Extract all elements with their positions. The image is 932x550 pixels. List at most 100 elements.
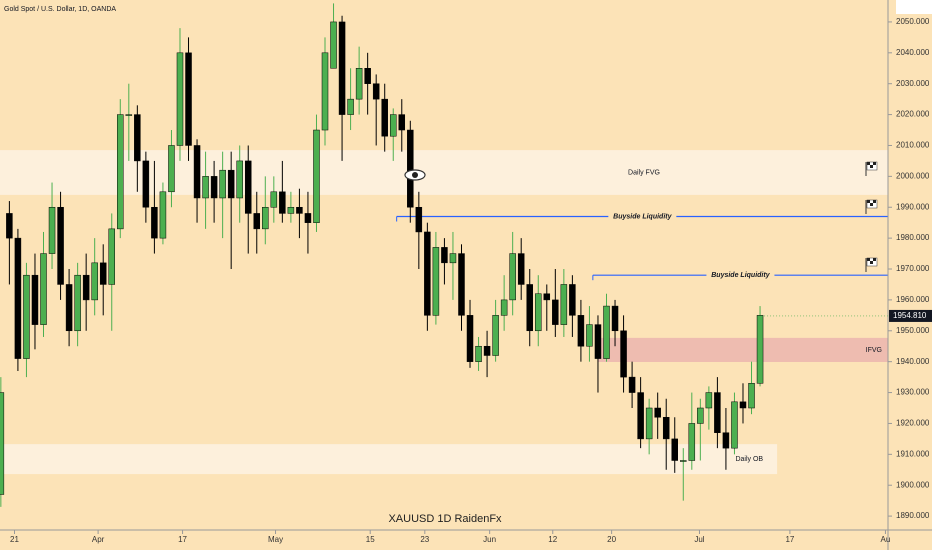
candle-body [6, 213, 13, 239]
liquidity-label-bg [706, 270, 775, 281]
candle-body [40, 253, 47, 325]
x-tick-label: 17 [178, 535, 187, 544]
candle-body [603, 305, 610, 359]
candle-body [398, 114, 406, 131]
candle-body [193, 145, 201, 199]
y-tick-label: 1930.000 [896, 388, 930, 397]
candle-body [381, 98, 388, 137]
axis-corner [896, 0, 932, 14]
candle-body [714, 392, 721, 433]
candle-body [594, 324, 602, 359]
candle-body [338, 21, 346, 115]
candle-body [483, 345, 491, 356]
liquidity-label-bg [608, 211, 677, 222]
candle-body [125, 114, 133, 116]
candle-body [637, 392, 644, 440]
x-tick-label: Au [881, 535, 891, 544]
y-tick-label: 1900.000 [896, 480, 930, 489]
candle-body [244, 160, 252, 214]
x-tick-label: Jul [694, 535, 704, 544]
y-tick-label: 2030.000 [896, 79, 930, 88]
candle-body [688, 423, 696, 461]
candle-body [654, 407, 661, 418]
x-tick-label: 12 [548, 535, 557, 544]
candle-body [407, 129, 414, 208]
candle-body [680, 460, 687, 462]
zone-label: Daily FVG [628, 169, 660, 176]
y-tick-label: 2040.000 [896, 48, 930, 57]
candle-body [662, 417, 670, 440]
x-tick-label: 20 [607, 535, 616, 544]
y-tick-label: 1940.000 [896, 357, 930, 366]
candle-body [355, 68, 363, 100]
candle-body [270, 191, 278, 208]
flag-icon [865, 257, 878, 272]
zone-label: IFVG [866, 347, 882, 354]
chart-title: Gold Spot / U.S. Dollar, 1D, OANDA [4, 6, 116, 13]
candle-body [509, 253, 516, 301]
candle-body [432, 247, 440, 316]
candle-body [279, 191, 286, 214]
candle-body [449, 253, 457, 264]
flag-icon [865, 199, 878, 214]
candle-body [389, 114, 397, 137]
y-tick-label: 2020.000 [896, 110, 930, 119]
y-tick-label: 1910.000 [896, 449, 930, 458]
candle-body [645, 407, 653, 440]
y-tick-label: 1980.000 [896, 233, 930, 242]
candle-body [0, 392, 5, 495]
candle-body [739, 401, 747, 409]
candle-body [569, 284, 576, 316]
zone [0, 444, 778, 475]
y-tick-label: 1960.000 [896, 295, 930, 304]
x-tick-label: 17 [785, 535, 794, 544]
candle-body [475, 345, 482, 362]
candle-body [492, 315, 499, 356]
candle-body [347, 98, 354, 115]
liquidity-label: Buyside Liquidity [613, 213, 672, 220]
candle-body [517, 253, 525, 285]
y-tick-label: 2050.000 [896, 17, 930, 26]
candle-body [372, 83, 380, 100]
candle-body [313, 129, 320, 223]
watermark: XAUUSD 1D RaidenFx [388, 513, 502, 525]
candle-body [697, 407, 704, 424]
candle-body [756, 315, 764, 384]
zone [597, 337, 888, 362]
candle-body [424, 231, 431, 316]
y-tick-label: 1890.000 [896, 511, 930, 520]
y-tick-label: 1970.000 [896, 264, 930, 273]
candle-body [722, 432, 730, 449]
last-price-label: 1954.810 [893, 311, 927, 320]
candle-body [91, 262, 98, 301]
candle-body [304, 213, 312, 223]
candle-body [82, 274, 90, 301]
candle-body [552, 299, 559, 325]
candle-body [57, 206, 64, 285]
y-tick-label: 2010.000 [896, 141, 930, 150]
candle-body [671, 438, 678, 461]
y-tick-label: 1920.000 [896, 419, 930, 428]
liquidity-label: Buyside Liquidity [711, 272, 770, 279]
candle-body [236, 160, 243, 199]
candle-body [441, 247, 448, 264]
candle-body [168, 145, 175, 193]
candle-body [134, 114, 141, 162]
candle-body [500, 299, 508, 316]
candle-body [628, 376, 636, 393]
zone-label: Daily OB [735, 456, 763, 463]
candle-body [262, 206, 269, 230]
candle-body [415, 206, 423, 233]
candle-body [219, 169, 226, 199]
x-tick-label: May [268, 535, 283, 544]
candle-body [117, 114, 124, 230]
candle-body [620, 330, 627, 378]
candle-body [526, 284, 533, 332]
candle-body [535, 293, 542, 332]
candle-body [65, 284, 73, 332]
candle-body [611, 305, 619, 332]
candle-body [705, 392, 713, 409]
candle-body [142, 160, 150, 208]
candle-body [151, 206, 158, 239]
